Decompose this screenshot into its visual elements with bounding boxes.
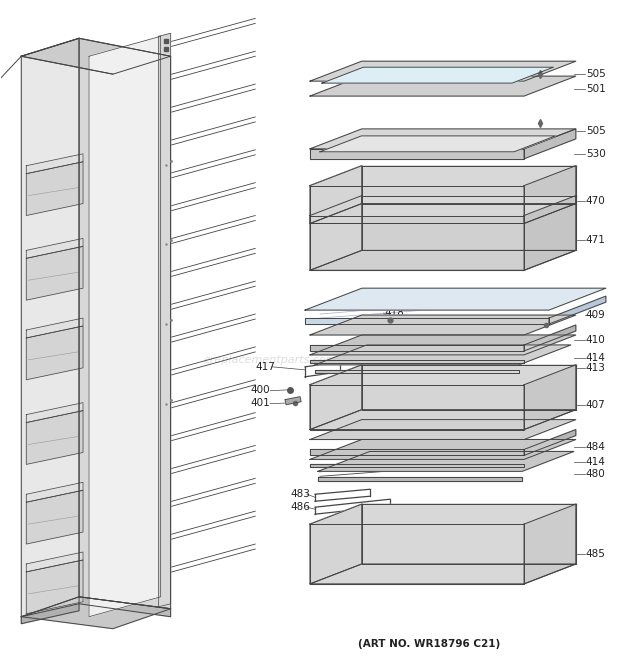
Polygon shape <box>26 247 83 300</box>
Polygon shape <box>310 345 524 351</box>
Polygon shape <box>26 560 83 613</box>
Text: 409: 409 <box>586 310 606 320</box>
Polygon shape <box>310 61 576 81</box>
Polygon shape <box>320 136 556 152</box>
Polygon shape <box>159 33 170 607</box>
Text: 530: 530 <box>586 149 606 159</box>
Text: 485: 485 <box>586 549 606 559</box>
Polygon shape <box>310 465 524 467</box>
Polygon shape <box>26 483 83 502</box>
Polygon shape <box>310 335 576 355</box>
Text: 410: 410 <box>586 335 606 345</box>
Text: 483: 483 <box>290 489 310 499</box>
Polygon shape <box>361 365 576 410</box>
Polygon shape <box>524 504 576 584</box>
Polygon shape <box>524 129 576 159</box>
Polygon shape <box>310 440 576 459</box>
Polygon shape <box>549 296 606 324</box>
Polygon shape <box>315 369 519 373</box>
Text: 417: 417 <box>255 362 275 372</box>
Polygon shape <box>524 430 576 455</box>
Polygon shape <box>310 76 576 96</box>
Polygon shape <box>310 215 524 270</box>
Text: 414: 414 <box>586 457 606 467</box>
Text: 407: 407 <box>586 400 606 410</box>
Text: 401: 401 <box>250 398 270 408</box>
Polygon shape <box>79 597 170 617</box>
Text: 505: 505 <box>586 69 606 79</box>
Polygon shape <box>21 603 79 624</box>
Polygon shape <box>310 129 576 149</box>
Polygon shape <box>310 564 576 584</box>
Polygon shape <box>26 326 83 380</box>
Polygon shape <box>310 385 524 430</box>
Polygon shape <box>21 38 79 617</box>
Polygon shape <box>26 239 83 258</box>
Polygon shape <box>318 451 574 471</box>
Polygon shape <box>310 251 576 270</box>
Polygon shape <box>310 204 576 223</box>
Polygon shape <box>315 345 571 365</box>
Polygon shape <box>310 315 576 335</box>
Polygon shape <box>26 154 83 174</box>
Text: 470: 470 <box>586 196 606 206</box>
Polygon shape <box>26 410 83 465</box>
Polygon shape <box>524 365 576 430</box>
Text: 471: 471 <box>586 235 606 245</box>
Text: 501: 501 <box>586 84 606 94</box>
Polygon shape <box>361 196 576 251</box>
Polygon shape <box>361 166 576 204</box>
Polygon shape <box>310 196 361 270</box>
Text: (ART NO. WR18796 C21): (ART NO. WR18796 C21) <box>358 639 500 648</box>
Text: 418: 418 <box>384 308 404 318</box>
Polygon shape <box>305 318 549 324</box>
Polygon shape <box>21 38 171 74</box>
Polygon shape <box>310 410 576 430</box>
Polygon shape <box>26 552 83 572</box>
Polygon shape <box>79 38 170 609</box>
Text: 484: 484 <box>586 442 606 453</box>
Polygon shape <box>26 318 83 338</box>
Polygon shape <box>361 504 576 564</box>
Text: 505: 505 <box>586 126 606 136</box>
Polygon shape <box>21 597 171 629</box>
Polygon shape <box>310 365 361 430</box>
Polygon shape <box>310 360 524 363</box>
Polygon shape <box>310 524 524 584</box>
Polygon shape <box>310 166 361 223</box>
Text: 400: 400 <box>250 385 270 395</box>
Polygon shape <box>26 490 83 544</box>
Polygon shape <box>310 149 524 159</box>
Polygon shape <box>305 288 606 310</box>
Polygon shape <box>524 166 576 223</box>
Text: 480: 480 <box>586 469 606 479</box>
Text: ereplacementparts.com: ereplacementparts.com <box>203 355 337 365</box>
Polygon shape <box>310 186 524 223</box>
Text: 486: 486 <box>290 502 310 512</box>
Text: 413: 413 <box>586 363 606 373</box>
Polygon shape <box>26 403 83 422</box>
Polygon shape <box>26 162 83 215</box>
Polygon shape <box>285 397 301 405</box>
Polygon shape <box>524 196 576 270</box>
Polygon shape <box>310 420 576 440</box>
Polygon shape <box>310 504 361 584</box>
Polygon shape <box>89 36 161 617</box>
Polygon shape <box>322 67 554 83</box>
Polygon shape <box>318 477 522 481</box>
Polygon shape <box>524 325 576 351</box>
Polygon shape <box>310 449 524 455</box>
Text: 414: 414 <box>586 353 606 363</box>
